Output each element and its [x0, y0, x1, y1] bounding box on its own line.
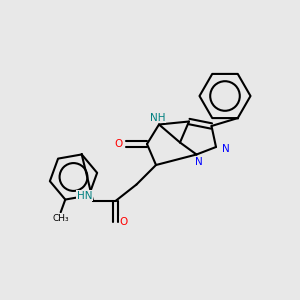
Text: O: O — [114, 139, 122, 149]
Text: HN: HN — [77, 190, 92, 201]
Text: N: N — [222, 143, 230, 154]
Text: N: N — [195, 157, 203, 167]
Text: CH₃: CH₃ — [52, 214, 69, 223]
Text: O: O — [120, 217, 128, 227]
Text: NH: NH — [150, 113, 165, 123]
